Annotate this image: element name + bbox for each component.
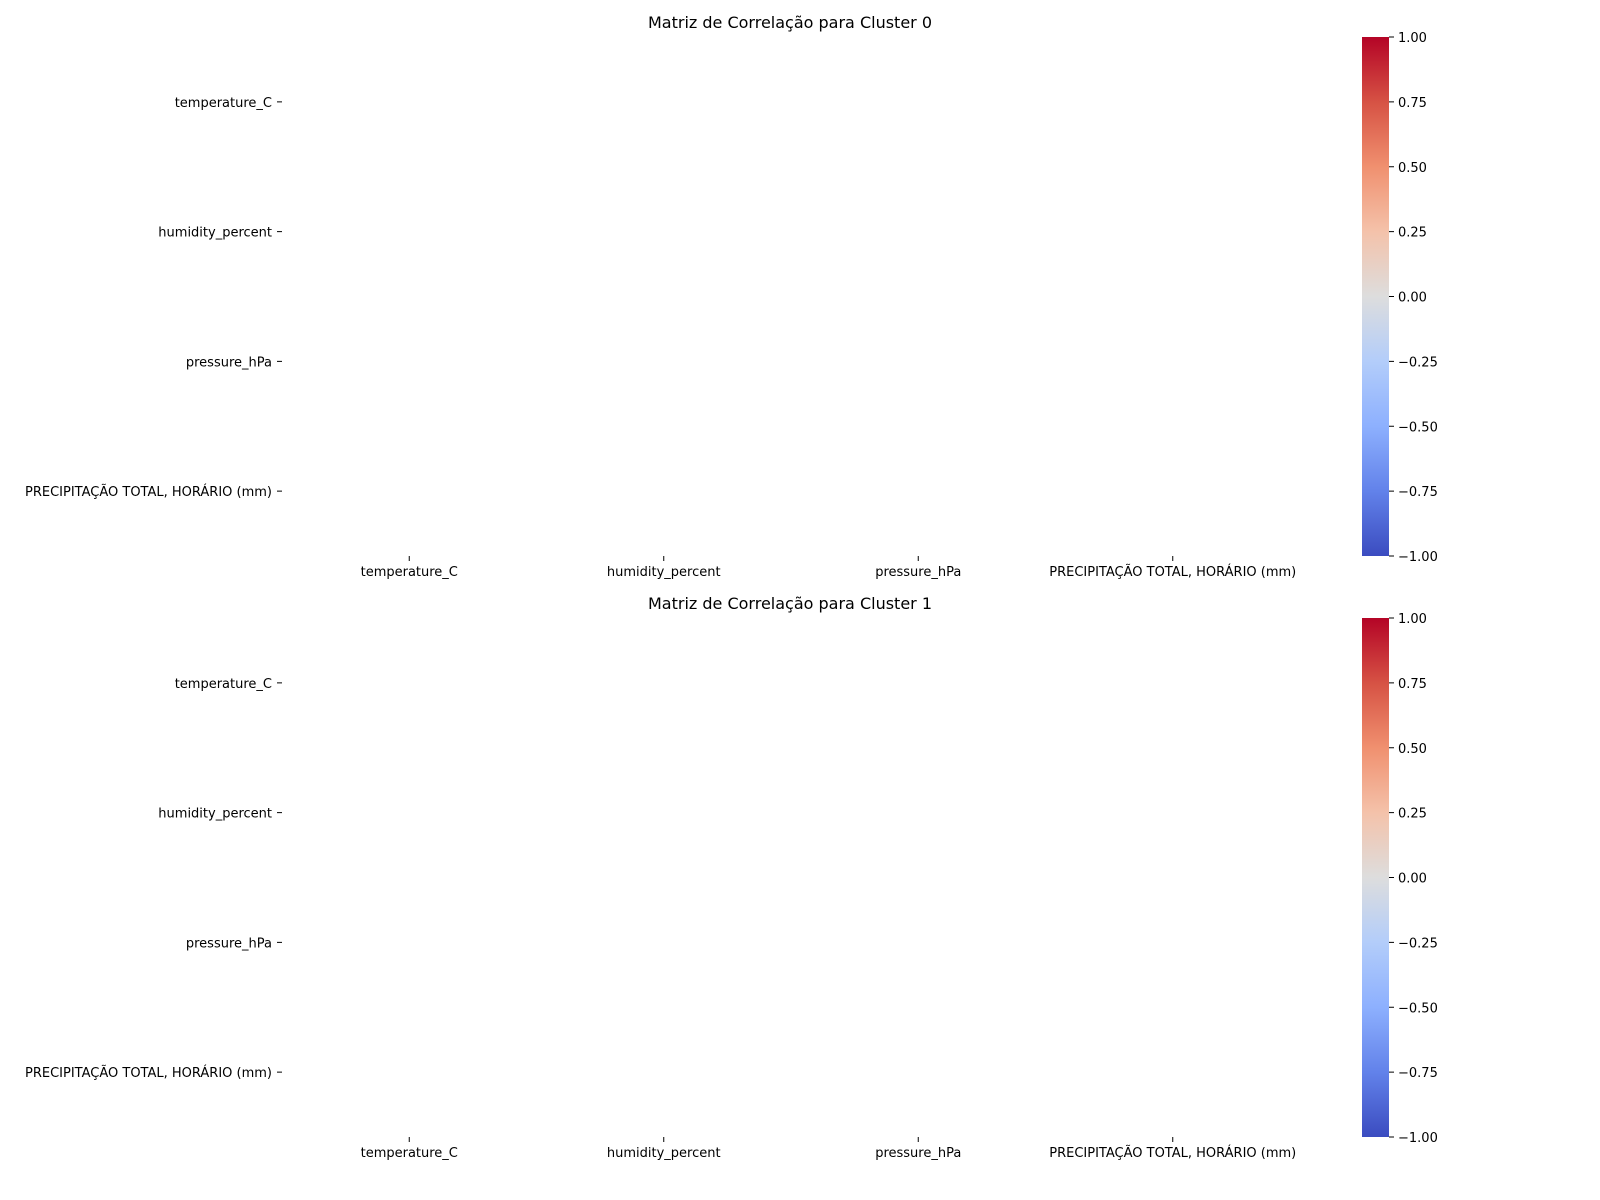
heatmap-cell <box>282 37 537 167</box>
colorbar-gradient <box>1362 37 1389 556</box>
x-axis: temperature_C humidity_percent pressure_hP… <box>361 556 1296 580</box>
x-tick-label: temperature_C <box>361 565 458 580</box>
colorbar-tick-label: −0.25 <box>1398 936 1438 951</box>
heatmap-cell <box>537 748 792 878</box>
heatmap-cell <box>282 618 537 748</box>
y-tick-label: humidity_percent <box>158 226 272 241</box>
heatmap-cell <box>537 167 792 297</box>
colorbar: 1.00 0.75 0.50 0.25 0.00 −0.25 −0.50 −0.75 −1.00 <box>1362 31 1438 565</box>
heatmap-cell <box>1046 618 1301 748</box>
heatmap-cell <box>537 37 792 167</box>
chart-title: Matriz de Correlação para Cluster 1 <box>648 594 932 613</box>
heatmap-cell <box>282 167 537 297</box>
y-tick-label: temperature_C <box>175 96 272 111</box>
chart-title: Matriz de Correlação para Cluster 0 <box>648 13 932 32</box>
colorbar-tick-label: 0.75 <box>1398 96 1427 111</box>
x-tick-label: temperature_C <box>361 1146 458 1161</box>
x-tick-label: pressure_hPa <box>875 565 961 580</box>
heatmap-cell <box>1046 37 1301 167</box>
colorbar-gradient <box>1362 618 1389 1137</box>
heatmap-cell <box>1046 748 1301 878</box>
y-axis: temperature_C humidity_percent pressure_hP… <box>25 677 282 1081</box>
colorbar-tick-label: 0.25 <box>1398 226 1427 241</box>
heatmap-cell <box>1046 167 1301 297</box>
heatmap-cell <box>791 426 1046 556</box>
heatmap-cell <box>282 426 537 556</box>
x-axis: temperature_C humidity_percent pressure_hP… <box>361 1137 1296 1161</box>
y-axis: temperature_C humidity_percent pressure_hP… <box>25 96 282 500</box>
heatmap-cell <box>791 167 1046 297</box>
colorbar-tick-label: 0.75 <box>1398 677 1427 692</box>
heatmap-cells <box>282 618 1300 1137</box>
heatmap-cell <box>791 297 1046 427</box>
heatmap-cell <box>282 878 537 1008</box>
heatmap-cell <box>791 618 1046 748</box>
colorbar-ticks: 1.00 0.75 0.50 0.25 0.00 −0.25 −0.50 −0.75 −1.00 <box>1389 612 1438 1146</box>
y-tick-label: temperature_C <box>175 677 272 692</box>
colorbar-tick-label: 1.00 <box>1398 31 1427 46</box>
colorbar-tick-label: −0.50 <box>1398 420 1438 435</box>
colorbar-tick-label: 1.00 <box>1398 612 1427 627</box>
heatmap-cell <box>537 618 792 748</box>
colorbar-tick-label: −0.50 <box>1398 1001 1438 1016</box>
colorbar-tick-label: 0.50 <box>1398 161 1427 176</box>
colorbar-tick-label: −0.75 <box>1398 485 1438 500</box>
x-tick-label: PRECIPITAÇÃO TOTAL, HORÁRIO (mm) <box>1049 564 1296 580</box>
heatmap-cell <box>1046 297 1301 427</box>
colorbar-tick-label: 0.00 <box>1398 291 1427 306</box>
heatmap-cell <box>282 1007 537 1137</box>
heatmap-cell <box>791 748 1046 878</box>
colorbar-ticks: 1.00 0.75 0.50 0.25 0.00 −0.25 −0.50 −0.75 −1.00 <box>1389 31 1438 565</box>
heatmap-cell <box>537 1007 792 1137</box>
x-tick-label: PRECIPITAÇÃO TOTAL, HORÁRIO (mm) <box>1049 1145 1296 1161</box>
heatmap-cell <box>791 37 1046 167</box>
heatmap-cell <box>1046 1007 1301 1137</box>
heatmap-cell <box>537 297 792 427</box>
heatmap-panel-cluster-1: Matriz de Correlação para Cluster 1 temp… <box>25 594 1438 1161</box>
colorbar-tick-label: −0.25 <box>1398 355 1438 370</box>
y-tick-label: pressure_hPa <box>186 936 272 951</box>
x-tick-label: humidity_percent <box>607 1146 721 1161</box>
colorbar-tick-label: 0.25 <box>1398 807 1427 822</box>
y-tick-label: pressure_hPa <box>186 355 272 370</box>
heatmap-cell <box>791 878 1046 1008</box>
colorbar-tick-label: −0.75 <box>1398 1066 1438 1081</box>
heatmap-panel-cluster-0: Matriz de Correlação para Cluster 0 temp… <box>25 13 1438 580</box>
heatmap-cell <box>1046 426 1301 556</box>
colorbar-tick-label: −1.00 <box>1398 1131 1438 1146</box>
colorbar-tick-label: 0.00 <box>1398 872 1427 887</box>
x-tick-label: pressure_hPa <box>875 1146 961 1161</box>
heatmap-cell <box>282 297 537 427</box>
heatmap-cells <box>282 37 1300 556</box>
heatmap-cell <box>282 748 537 878</box>
colorbar: 1.00 0.75 0.50 0.25 0.00 −0.25 −0.50 −0.75 −1.00 <box>1362 612 1438 1146</box>
colorbar-tick-label: −1.00 <box>1398 550 1438 565</box>
y-tick-label: PRECIPITAÇÃO TOTAL, HORÁRIO (mm) <box>25 484 272 500</box>
heatmap-cell <box>537 426 792 556</box>
x-tick-label: humidity_percent <box>607 565 721 580</box>
heatmap-cell <box>791 1007 1046 1137</box>
y-tick-label: PRECIPITAÇÃO TOTAL, HORÁRIO (mm) <box>25 1065 272 1081</box>
heatmap-cell <box>537 878 792 1008</box>
y-tick-label: humidity_percent <box>158 807 272 822</box>
heatmap-cell <box>1046 878 1301 1008</box>
colorbar-tick-label: 0.50 <box>1398 742 1427 757</box>
